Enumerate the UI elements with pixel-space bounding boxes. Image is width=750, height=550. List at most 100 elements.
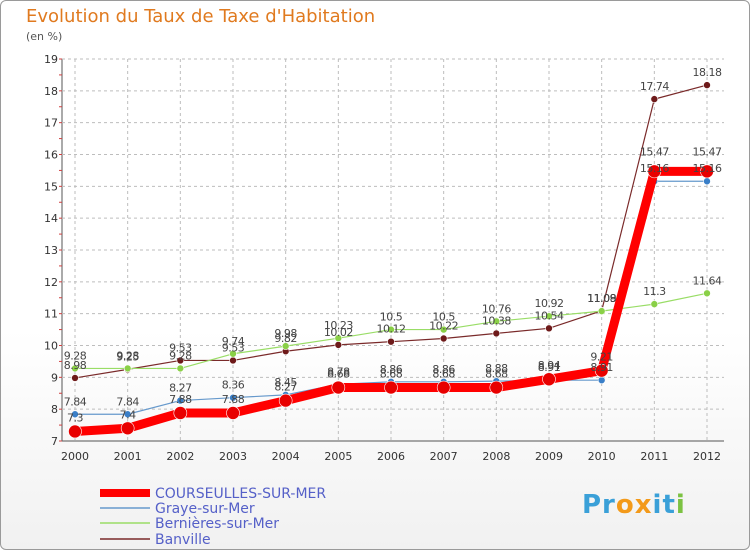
data-point (278, 393, 293, 408)
data-label: 10.54 (535, 309, 564, 322)
data-point (384, 380, 398, 395)
x-tick-label: 2010 (588, 450, 616, 463)
x-tick-label: 2000 (61, 450, 89, 463)
data-point (176, 396, 185, 405)
data-point (387, 337, 395, 346)
data-point (439, 325, 448, 334)
data-point (123, 410, 132, 419)
legend-label: Graye-sur-Mer (155, 501, 255, 517)
data-label: 10.92 (535, 297, 564, 310)
data-label: 9.53 (222, 341, 245, 354)
data-label: 7.3 (67, 411, 83, 424)
data-point (492, 329, 501, 338)
legend-label: Bernières-sur-Mer (155, 516, 279, 532)
data-point (71, 364, 79, 373)
x-tick-label: 2012 (693, 450, 721, 463)
data-label: 8.68 (432, 368, 455, 381)
data-point (647, 164, 662, 179)
data-point (229, 356, 237, 365)
data-label: 9.28 (169, 349, 192, 362)
data-point (436, 380, 451, 395)
y-tick-label: 11 (44, 308, 58, 321)
data-label: 8.94 (538, 359, 561, 372)
data-label: 10.76 (482, 302, 511, 315)
data-label: 17.74 (640, 80, 669, 93)
data-label: 8.45 (274, 376, 297, 389)
data-label: 8.91 (590, 361, 613, 374)
x-tick-label: 2007 (430, 450, 458, 463)
x-tick-label: 2002 (166, 450, 194, 463)
x-tick-label: 2009 (535, 450, 563, 463)
data-label: 8.68 (327, 368, 350, 381)
data-label: 8.91 (538, 361, 561, 374)
data-label: 10.5 (380, 311, 403, 324)
data-point (703, 81, 711, 89)
data-label: 10.12 (377, 323, 406, 336)
y-tick-label: 13 (44, 244, 58, 257)
data-label: 9.98 (274, 327, 297, 340)
data-point (331, 380, 346, 395)
data-label: 10.23 (324, 319, 353, 332)
data-label: 8.68 (380, 368, 403, 381)
data-point (226, 406, 240, 420)
data-label: 7.88 (222, 393, 245, 406)
data-label: 18.18 (693, 66, 722, 79)
y-tick-label: 17 (44, 117, 58, 130)
data-point (650, 300, 659, 308)
data-label: 9.28 (116, 349, 139, 362)
data-point (545, 324, 553, 333)
data-point (123, 364, 132, 373)
legend-label: COURSEULLES-SUR-MER (155, 486, 326, 502)
data-label: 10.5 (432, 311, 455, 324)
data-label: 9.21 (590, 351, 613, 364)
y-tick-label: 9 (51, 371, 58, 384)
data-point (492, 317, 501, 326)
x-tick-label: 2011 (640, 450, 668, 463)
data-label: 15.47 (640, 145, 669, 158)
y-tick-label: 8 (51, 403, 58, 416)
data-label: 9.28 (64, 349, 87, 362)
y-tick-label: 18 (44, 85, 58, 98)
proxiti-logo: Proxiti (582, 490, 686, 520)
data-label: 8.86 (380, 363, 403, 376)
data-point (334, 334, 343, 342)
y-tick-label: 14 (44, 212, 58, 225)
data-point (545, 312, 553, 321)
data-label: 8.78 (327, 365, 350, 378)
chart-subtitle: (en %) (26, 30, 63, 43)
x-tick-label: 2001 (114, 450, 142, 463)
data-point (489, 380, 504, 395)
data-label: 8.36 (222, 379, 245, 392)
data-point (387, 325, 395, 334)
data-point (700, 164, 714, 179)
data-point (71, 410, 79, 419)
data-label: 11.09 (587, 292, 616, 305)
data-point (439, 334, 448, 343)
data-label: 8.88 (485, 362, 508, 375)
x-tick-label: 2008 (482, 450, 510, 463)
data-label: 8.68 (485, 368, 508, 381)
data-label: 10.02 (324, 326, 353, 339)
data-point (173, 406, 188, 420)
y-tick-label: 16 (44, 149, 58, 162)
chart-title: Evolution du Taux de Taxe d'Habitation (26, 6, 376, 27)
data-label: 11.08 (587, 292, 616, 305)
data-point (120, 421, 135, 436)
data-label: 8.86 (432, 363, 455, 376)
data-point (594, 363, 609, 378)
data-point (597, 307, 606, 315)
x-tick-label: 2004 (272, 450, 300, 463)
x-tick-label: 2006 (377, 450, 405, 463)
data-label: 10.38 (482, 314, 511, 327)
data-label: 9.25 (116, 350, 139, 363)
data-label: 11.3 (643, 285, 666, 298)
data-point (650, 95, 659, 103)
data-label: 8.27 (274, 381, 297, 394)
data-point (68, 424, 82, 439)
data-point (176, 356, 185, 365)
x-tick-label: 2003 (219, 450, 247, 463)
legend-label: Banville (155, 532, 211, 548)
data-label: 8.98 (64, 359, 87, 372)
data-point (229, 349, 237, 358)
